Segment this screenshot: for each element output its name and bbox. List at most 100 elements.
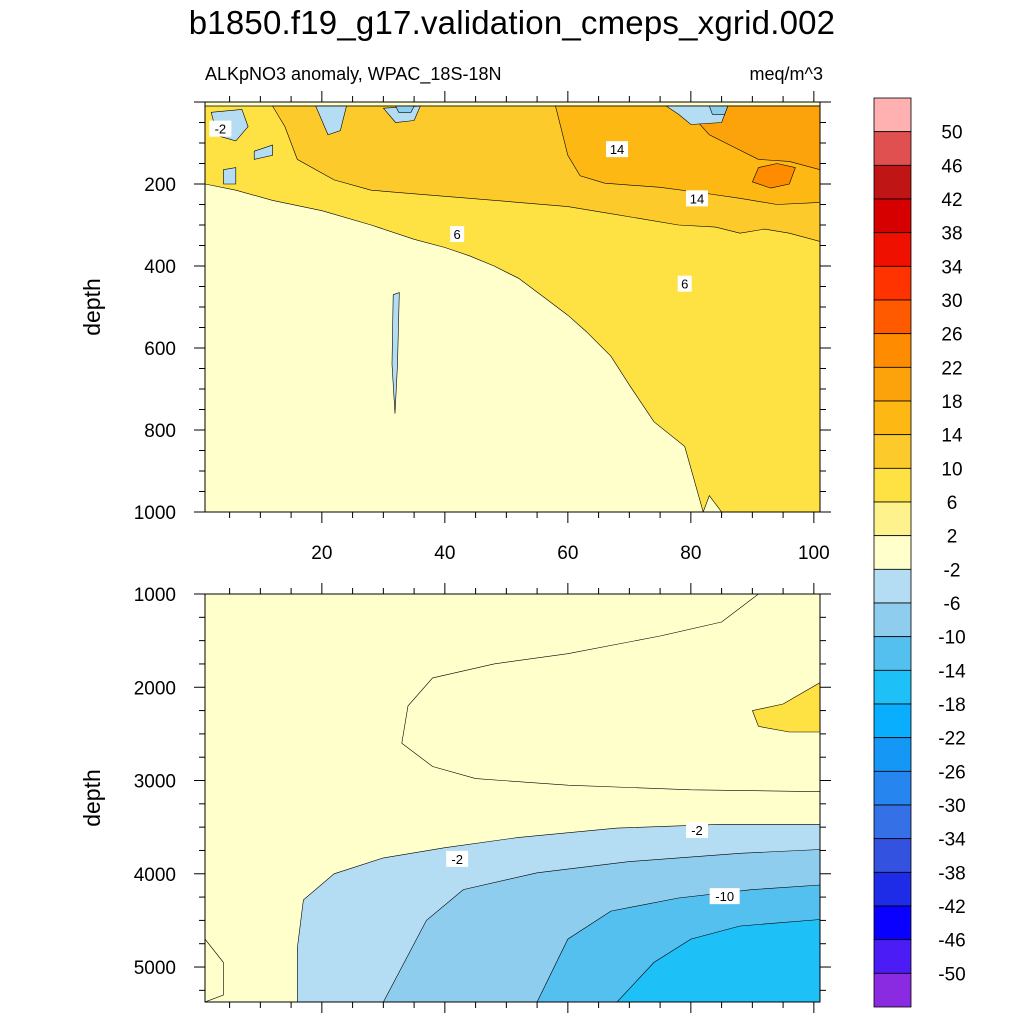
- y-tick-label: 5000: [134, 958, 176, 979]
- lower-panel: 1000 2000 3000 4000 5000 depth -2 -2 -10: [79, 583, 831, 1013]
- colorbar-label: -14: [938, 661, 966, 682]
- colorbar-swatch: [873, 299, 912, 335]
- contour-region: [205, 594, 820, 793]
- colorbar-label: 2: [947, 527, 958, 548]
- colorbar-swatch: [873, 535, 912, 570]
- colorbar-label: -34: [938, 830, 966, 851]
- colorbar-swatch: [873, 972, 912, 1008]
- contour-label: 6: [450, 226, 465, 243]
- contour-region: [690, 105, 820, 171]
- contour-label: -2: [686, 821, 708, 838]
- y-tick-label: 3000: [134, 772, 176, 793]
- y-tick-label: 1000: [134, 585, 176, 606]
- colorbar-swatch: [873, 939, 912, 974]
- contour-label-text: -2: [215, 122, 227, 137]
- contour-region: [708, 105, 729, 115]
- colorbar-swatch: [873, 871, 912, 907]
- colorbar-swatch: [873, 905, 912, 941]
- y-axis-label: depth: [79, 278, 105, 336]
- colorbar-label: 22: [941, 358, 962, 379]
- contour-region: [223, 167, 237, 185]
- colorbar-label: 34: [941, 257, 963, 278]
- colorbar-label: 26: [941, 325, 962, 346]
- colorbar-swatch: [873, 434, 912, 469]
- contour-region: [395, 105, 415, 113]
- colorbar-swatch: [873, 164, 912, 200]
- colorbar-label: 30: [941, 291, 962, 312]
- y-tick-label: 800: [144, 421, 176, 442]
- colorbar-label: -50: [938, 964, 965, 985]
- colorbar-swatch: [873, 770, 912, 806]
- contour-label-text: 6: [454, 227, 461, 242]
- x-tick-label: 80: [680, 543, 701, 564]
- y-tick-label: 1000: [134, 503, 176, 524]
- colorbar-swatch: [873, 400, 912, 436]
- x-tick-label: 40: [434, 543, 455, 564]
- colorbar-swatch: [873, 501, 912, 537]
- colorbar-label: 38: [941, 224, 962, 245]
- contour-fills: [205, 594, 820, 1002]
- colorbar-label: -18: [938, 695, 965, 716]
- colorbar-swatch: [873, 838, 912, 873]
- colorbar-swatch: [873, 97, 912, 133]
- contour-region: [315, 105, 347, 136]
- contour-label-text: 14: [690, 191, 704, 206]
- contour-label-box: [677, 275, 692, 292]
- figure-title: b1850.f19_g17.validation_cmeps_xgrid.002: [188, 4, 836, 41]
- upper-panel: 20 40 60 80 100 200 400 600 800 1000 depth -2 14 14 6 6: [79, 91, 831, 564]
- colorbar-swatch: [873, 703, 912, 739]
- contour-label-text: 6: [681, 277, 688, 292]
- contour-region: [253, 144, 273, 160]
- colorbar-label: 18: [941, 392, 962, 413]
- colorbar-label: -6: [944, 594, 961, 615]
- plot-frame: [204, 593, 821, 1003]
- colorbar-label: -10: [938, 628, 965, 649]
- colorbar-label: 50: [941, 123, 962, 144]
- y-tick-label: 200: [144, 175, 176, 196]
- x-tick-label: 100: [798, 543, 830, 564]
- x-tick-label: 20: [311, 543, 332, 564]
- colorbar-label: 10: [941, 459, 962, 480]
- contour-region: [205, 938, 224, 1002]
- y-axis-label: depth: [79, 769, 105, 827]
- contour-label-text: 14: [610, 142, 624, 157]
- colorbar-swatch: [873, 568, 912, 604]
- colorbar-label: 14: [941, 426, 963, 447]
- colorbar: 50 46 42 38 34 30 26 22 18 14 10 6 2 -2 -6 -10 -14 -18 -22…: [873, 97, 966, 1008]
- contour-label: 14: [606, 141, 629, 158]
- contour-region: [391, 292, 400, 414]
- x-tick-label: 60: [557, 543, 578, 564]
- contour-label: 6: [677, 275, 692, 292]
- variable-subtitle: ALKpNO3 anomaly, WPAC_18S-18N: [205, 64, 502, 84]
- colorbar-label: -26: [938, 762, 965, 783]
- colorbar-swatch: [873, 669, 912, 705]
- contour-label: 14: [686, 190, 708, 207]
- contour-region: [751, 682, 820, 733]
- contour-label-box: [446, 850, 469, 867]
- colorbar-swatch: [873, 602, 912, 638]
- colorbar-label: -30: [938, 796, 965, 817]
- contour-label-box: [709, 888, 740, 905]
- colorbar-label: -2: [944, 560, 961, 581]
- contour-label-box: [686, 821, 708, 838]
- contour-label-box: [450, 226, 465, 243]
- contour-label-text: -2: [691, 823, 703, 838]
- contour-label-text: -10: [715, 889, 734, 904]
- y-tick-label: 2000: [134, 678, 176, 699]
- y-tick-label: 400: [144, 257, 176, 278]
- colorbar-swatch: [873, 333, 912, 368]
- contour-label-box: [606, 141, 629, 158]
- contour-region: [751, 163, 796, 189]
- colorbar-swatch: [873, 467, 912, 503]
- colorbar-swatch: [873, 232, 912, 267]
- contour-label-text: -2: [451, 852, 463, 867]
- contour-label: -2: [446, 850, 469, 867]
- y-tick-label: 4000: [134, 865, 176, 886]
- contour-region: [616, 919, 820, 1002]
- colorbar-label: 42: [941, 190, 962, 211]
- colorbar-swatch: [873, 131, 912, 166]
- contour-label: -10: [709, 888, 740, 905]
- colorbar-swatch: [873, 198, 912, 234]
- colorbar-label: -38: [938, 863, 965, 884]
